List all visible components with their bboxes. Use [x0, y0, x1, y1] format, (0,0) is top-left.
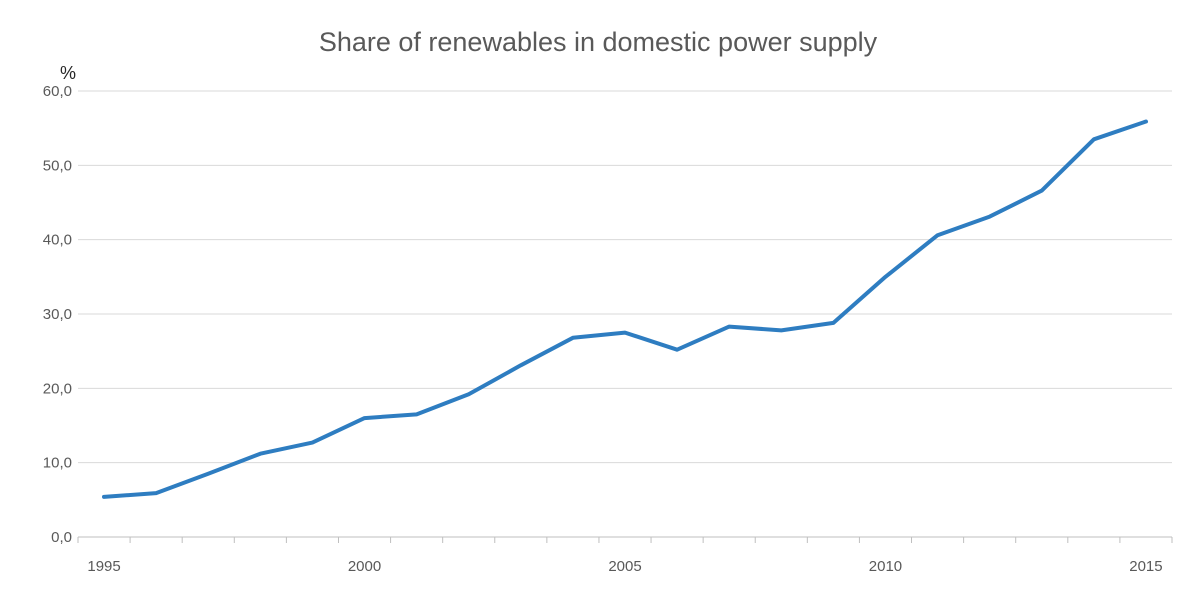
y-tick-label-60: 60,0 — [43, 83, 72, 100]
x-tick-label-2005: 2005 — [608, 558, 641, 575]
data-point-2005 — [623, 331, 627, 335]
gridlines — [78, 90, 1172, 464]
data-point-2000 — [363, 416, 367, 420]
data-point-2002 — [467, 392, 471, 396]
x-axis — [77, 536, 1173, 543]
data-point-2013 — [1040, 189, 1044, 193]
y-tick-label-30: 30,0 — [43, 306, 72, 323]
data-point-2008 — [779, 328, 783, 332]
x-axis-ticks: 1995 2000 2005 2010 2015 — [87, 558, 1162, 575]
chart-title: Share of renewables in domestic power su… — [319, 27, 878, 57]
data-point-1999 — [310, 441, 314, 445]
data-point-2015 — [1144, 119, 1148, 123]
y-tick-label-20: 20,0 — [43, 380, 72, 397]
data-point-2009 — [831, 321, 835, 325]
data-point-2006 — [675, 348, 679, 352]
y-tick-label-40: 40,0 — [43, 232, 72, 249]
data-point-2004 — [571, 336, 575, 340]
series-layer — [102, 119, 1148, 499]
data-point-1997 — [206, 472, 210, 476]
data-point-1995 — [102, 495, 106, 499]
data-point-1998 — [258, 452, 262, 456]
data-point-2012 — [988, 215, 992, 219]
data-point-2014 — [1092, 137, 1096, 141]
x-tick-label-2000: 2000 — [348, 558, 381, 575]
x-tick-label-2010: 2010 — [869, 558, 902, 575]
y-tick-label-50: 50,0 — [43, 157, 72, 174]
y-tick-label-10: 10,0 — [43, 455, 72, 472]
x-tick-label-1995: 1995 — [87, 558, 120, 575]
y-tick-label-0: 0,0 — [51, 529, 72, 546]
y-axis-ticks: 0,0 10,0 20,0 30,0 40,0 50,0 60,0 — [43, 83, 72, 546]
data-point-2001 — [415, 412, 419, 416]
x-tick-label-2015: 2015 — [1129, 558, 1162, 575]
data-point-2011 — [936, 233, 940, 237]
data-point-1996 — [154, 491, 158, 495]
data-point-2007 — [727, 325, 731, 329]
data-point-2003 — [519, 363, 523, 367]
y-axis-unit-label: % — [60, 63, 76, 83]
series-line-0 — [102, 119, 1148, 499]
data-point-2010 — [883, 275, 887, 279]
